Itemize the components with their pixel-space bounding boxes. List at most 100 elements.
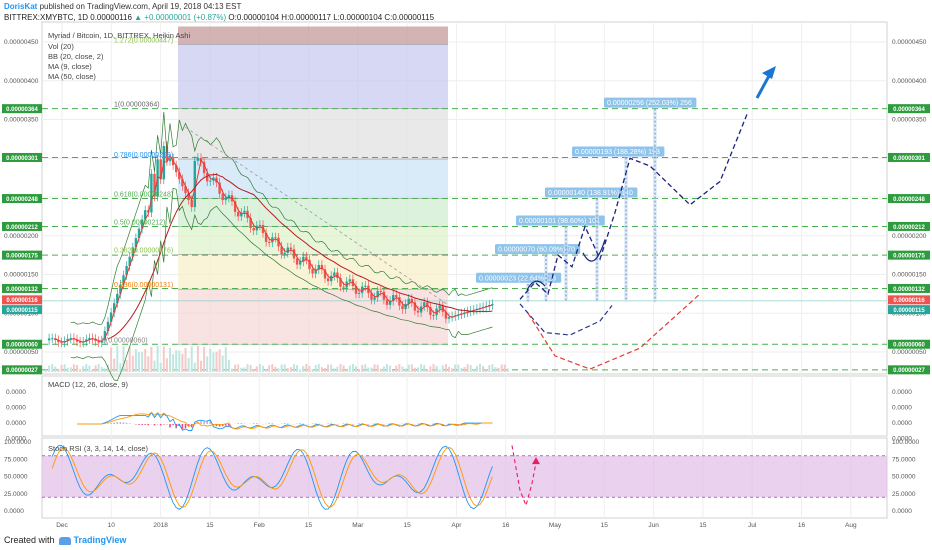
macd-hist-bar xyxy=(153,424,156,426)
volume-bar xyxy=(311,369,314,372)
volume-bar xyxy=(72,364,75,372)
y-tick-label-left: 0.00000400 xyxy=(4,78,39,85)
macd-hist-bar xyxy=(314,423,317,424)
volume-bar xyxy=(333,368,336,372)
candle-body xyxy=(113,303,116,313)
volume-bar xyxy=(382,366,385,372)
fib-label: 0.5(0.00000212) xyxy=(114,219,165,226)
level-badge-right xyxy=(888,104,930,114)
volume-bar xyxy=(212,352,215,372)
candle-body xyxy=(354,286,358,294)
volume-bar xyxy=(100,366,103,372)
price-change: ▲ +0.00000001 (+0.87%) xyxy=(134,13,227,22)
candle-body xyxy=(295,258,299,265)
volume-bar xyxy=(134,349,137,372)
macd-hist-bar xyxy=(125,422,128,424)
volume-bar xyxy=(401,366,404,372)
fib-label: 0.618(0.00000248) xyxy=(114,192,173,199)
volume-bar xyxy=(265,369,268,372)
volume-bar xyxy=(348,365,351,372)
volume-bar xyxy=(280,364,283,372)
volume-bar xyxy=(448,366,450,372)
candle-body xyxy=(116,293,119,304)
macd-hist-bar xyxy=(327,423,329,424)
candle-body xyxy=(249,217,252,228)
volume-bar xyxy=(472,369,475,372)
volume-bar xyxy=(364,364,367,372)
stoch-y-tick-left: 100.0000 xyxy=(4,439,31,446)
volume-bar xyxy=(172,354,175,372)
candle-body xyxy=(168,158,172,162)
volume-bar xyxy=(407,364,410,372)
volume-bar xyxy=(153,360,156,372)
level-badge-left-text: 0.00000175 xyxy=(6,253,38,259)
candle-body xyxy=(320,264,324,270)
volume-bar xyxy=(159,362,162,372)
level-badge-left xyxy=(2,305,42,315)
footer-brand[interactable]: TradingView xyxy=(73,535,127,545)
macd-hist-bar xyxy=(184,424,187,429)
volume-bar xyxy=(190,346,193,372)
volume-bar xyxy=(420,364,423,372)
y-tick-label-right: 0.00000200 xyxy=(892,233,927,240)
volume-bar xyxy=(342,365,345,372)
candle-body xyxy=(398,297,401,306)
candle-body xyxy=(109,312,113,322)
volume-bar xyxy=(246,364,249,372)
volume-bar xyxy=(85,364,88,372)
volume-bar xyxy=(395,365,398,372)
candle-body xyxy=(134,238,138,248)
projection-label-box xyxy=(545,187,638,198)
candle-body xyxy=(305,256,308,260)
fib-label: 0.786(0.00000299) xyxy=(114,152,173,159)
volume-bar xyxy=(51,364,54,372)
volume-bar xyxy=(209,348,212,372)
candle-body xyxy=(429,307,432,315)
y-tick-label-right: 0.00000450 xyxy=(892,39,927,46)
candle-body xyxy=(51,338,54,340)
fib-label: 1(0.00000364) xyxy=(114,102,160,109)
volume-bar xyxy=(302,365,305,372)
candle-body xyxy=(125,265,128,276)
volume-bar xyxy=(60,364,63,372)
macd-hist-bar xyxy=(169,424,171,428)
candle-body xyxy=(224,197,227,201)
macd-y-tick-right: 0.0000 xyxy=(892,420,912,427)
candle-body xyxy=(261,224,265,234)
volume-bar xyxy=(479,364,481,372)
candle-body xyxy=(75,339,79,342)
volume-bar xyxy=(293,364,295,372)
macd-hist-bar xyxy=(287,423,289,424)
publish-header: DorisKat published on TradingView.com, A… xyxy=(4,2,241,11)
macd-hist-bar xyxy=(122,422,125,424)
bb-upper xyxy=(70,111,493,325)
fib-label: 0(0.00000060) xyxy=(102,337,148,344)
volume-bar xyxy=(314,365,317,372)
macd-hist-bar xyxy=(256,423,258,424)
macd-y-tick-left: 0.0000 xyxy=(6,405,26,412)
author-link[interactable]: DorisKat xyxy=(4,2,38,11)
macd-hist-bar xyxy=(342,423,345,424)
publish-info: published on TradingView.com, April 19, … xyxy=(39,2,242,11)
projection-label: 0.00000101 (98.60%) 101 xyxy=(519,218,600,225)
macd-hist-bar xyxy=(159,424,162,426)
stoch-y-tick-right: 100.0000 xyxy=(892,439,919,446)
scenario-arc xyxy=(582,239,606,262)
stoch-y-tick-right: 50.0000 xyxy=(892,474,916,481)
candle-body xyxy=(153,173,156,197)
candle-body xyxy=(401,305,404,310)
macd-hist-bar xyxy=(463,423,466,424)
macd-hist-bar xyxy=(240,423,243,424)
volume-bar xyxy=(193,362,196,372)
footer: Created with TradingView xyxy=(4,535,126,545)
level-badge-left xyxy=(2,250,42,260)
macd-hist-bar xyxy=(299,423,301,424)
volume-bar xyxy=(336,366,339,372)
volume-bar xyxy=(234,364,237,372)
scenario-path-up xyxy=(519,111,749,300)
trend-arrow-shaft xyxy=(755,73,772,99)
projection-label: 0.00000256 (252.03%) 256 xyxy=(607,100,692,107)
volume-bar xyxy=(438,369,441,372)
stoch-y-tick-left: 75.0000 xyxy=(4,456,28,463)
